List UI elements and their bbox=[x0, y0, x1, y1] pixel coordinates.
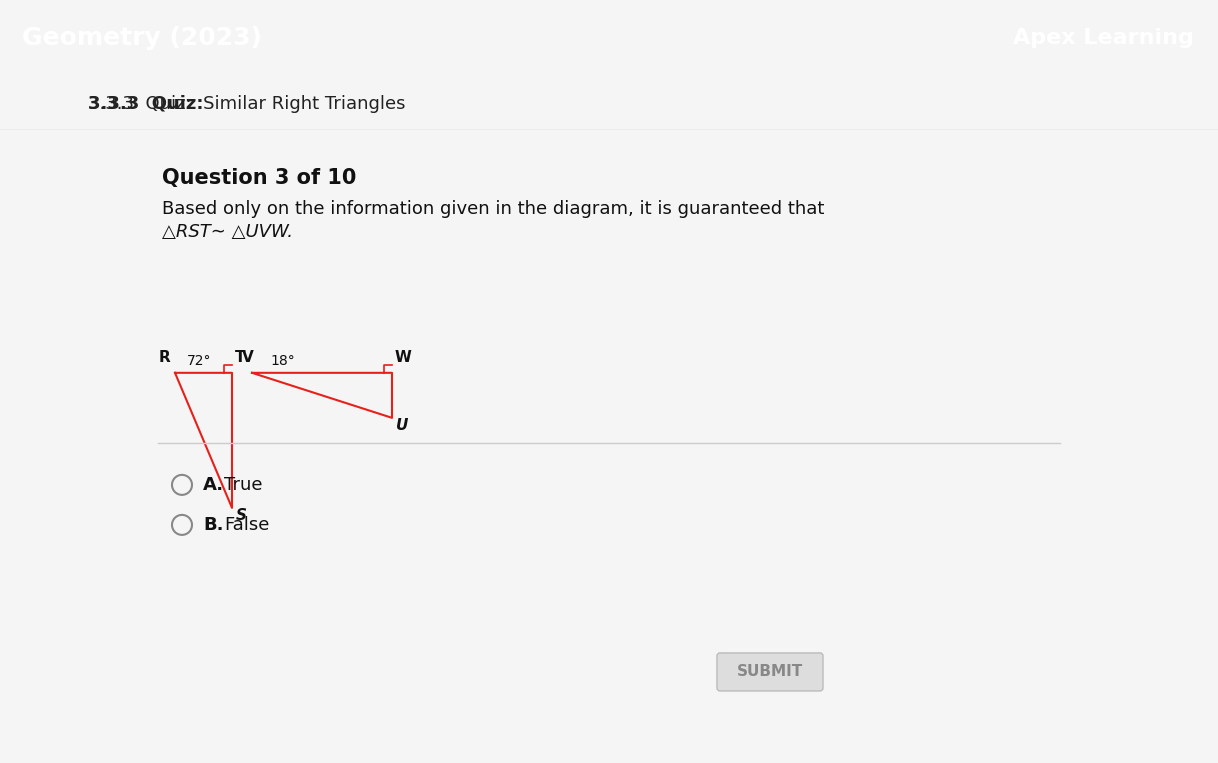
Text: △RST∼ △UVW.: △RST∼ △UVW. bbox=[162, 223, 294, 241]
FancyBboxPatch shape bbox=[717, 653, 823, 691]
Text: Apex Learning: Apex Learning bbox=[1012, 28, 1194, 49]
Text: SUBMIT: SUBMIT bbox=[737, 665, 803, 680]
Text: B.: B. bbox=[203, 516, 223, 534]
Text: 18°: 18° bbox=[270, 354, 295, 368]
Text: 3.3.3  Quiz:: 3.3.3 Quiz: bbox=[88, 95, 203, 113]
Text: Geometry (2023): Geometry (2023) bbox=[22, 27, 262, 50]
Text: 72°: 72° bbox=[188, 354, 212, 368]
Text: False: False bbox=[224, 516, 269, 534]
Text: W: W bbox=[395, 349, 412, 365]
Text: Question 3 of 10: Question 3 of 10 bbox=[162, 168, 357, 188]
Text: True: True bbox=[224, 476, 263, 494]
Text: Based only on the information given in the diagram, it is guaranteed that: Based only on the information given in t… bbox=[162, 200, 825, 217]
Text: S: S bbox=[236, 508, 247, 523]
Text: A.: A. bbox=[203, 476, 224, 494]
Text: U: U bbox=[396, 418, 408, 433]
Text: T: T bbox=[235, 349, 246, 365]
Text: R: R bbox=[160, 349, 171, 365]
Text: V: V bbox=[242, 349, 253, 365]
Text: 3.3.3  Quiz:  Similar Right Triangles: 3.3.3 Quiz: Similar Right Triangles bbox=[88, 95, 406, 113]
